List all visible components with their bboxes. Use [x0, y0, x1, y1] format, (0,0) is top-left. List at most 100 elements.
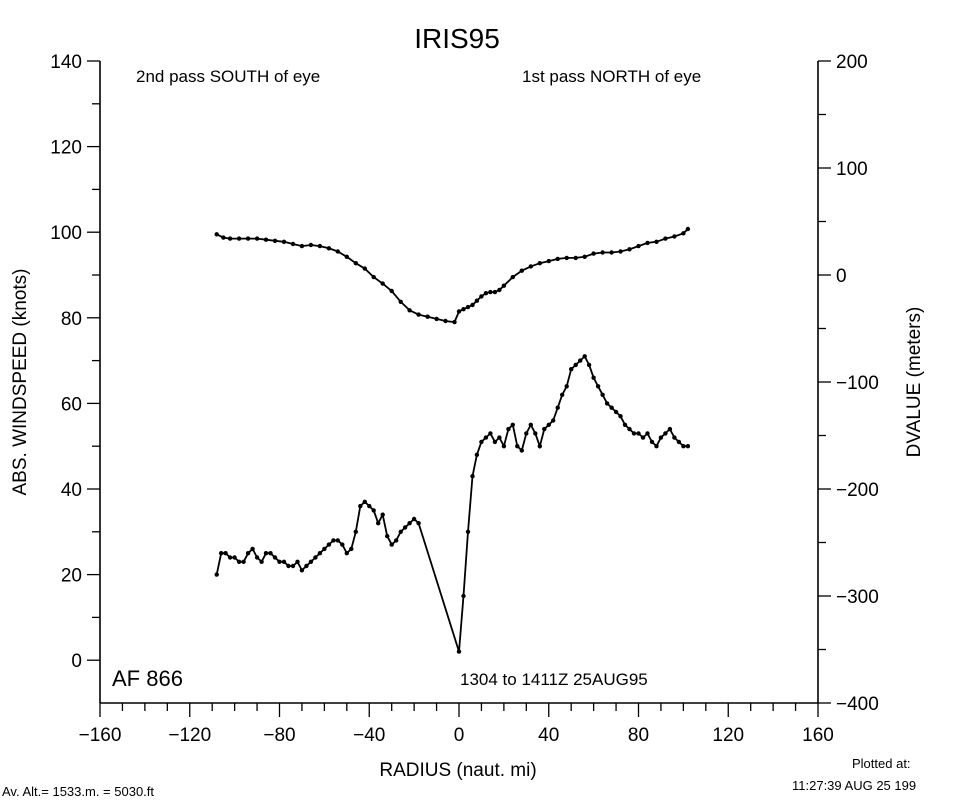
chart-title: IRIS95: [414, 23, 500, 54]
windspeed-point: [335, 538, 340, 543]
dvalue-point: [456, 309, 462, 314]
windspeed-point: [268, 551, 273, 556]
windspeed-point: [241, 559, 246, 564]
windspeed-point: [618, 414, 623, 419]
windspeed-point: [367, 503, 372, 509]
dvalue-point: [221, 235, 226, 240]
y2-tick-label: −400: [836, 694, 879, 715]
annotation-time: 1304 to 1411Z 25AUG95: [460, 670, 648, 689]
windspeed-point: [362, 499, 367, 504]
windspeed-point: [227, 555, 233, 560]
windspeed-point: [649, 439, 655, 445]
axes: −160 −120 −80 −40 0 40 80 120 160020406080100120…: [50, 52, 879, 746]
x-tick-label: 80: [628, 725, 649, 746]
dvalue-point: [672, 234, 677, 239]
windspeed-point: [313, 555, 318, 560]
windspeed-point: [326, 542, 332, 547]
windspeed-point: [551, 418, 556, 423]
dvalue-point: [416, 312, 421, 317]
windspeed-point: [295, 559, 300, 564]
dvalue-point: [245, 236, 251, 241]
windspeed-point: [622, 422, 628, 427]
dvalue-point: [488, 289, 493, 295]
windspeed-point: [492, 439, 498, 445]
dvalue-point: [537, 261, 542, 266]
windspeed-point: [380, 512, 385, 517]
dvalue-point: [362, 266, 367, 271]
annotation-flight: AF 866: [112, 666, 183, 691]
windspeed-point: [465, 529, 471, 534]
windspeed-point: [389, 542, 394, 547]
y2-tick-label: −300: [836, 587, 879, 608]
windspeed-point: [385, 533, 390, 539]
dvalue-point: [263, 237, 269, 242]
dvalue-point: [600, 250, 605, 255]
windspeed-point: [219, 551, 224, 556]
dvalue-point: [501, 283, 507, 288]
windspeed-point: [663, 431, 668, 436]
windspeed-point: [358, 503, 363, 509]
dvalue-point: [636, 243, 641, 249]
dvalue-point: [335, 249, 340, 254]
altitude-note: Av. Alt.= 1533.m. = 5030.ft: [2, 784, 155, 799]
y2-tick-label: 0: [836, 266, 847, 287]
windspeed-point: [515, 444, 520, 449]
dvalue-point: [627, 247, 632, 252]
windspeed-point: [595, 384, 601, 389]
dvalue-point: [214, 232, 219, 237]
windspeed-point: [542, 426, 547, 432]
x-tick-label: −80: [263, 725, 295, 746]
y-tick-label: 20: [61, 566, 82, 587]
windspeed-point: [600, 392, 605, 397]
dvalue-point: [654, 239, 659, 244]
windspeed-point: [640, 435, 646, 440]
windspeed-point: [654, 444, 659, 449]
windspeed-point: [407, 521, 412, 526]
windspeed-point: [586, 362, 592, 368]
windspeed-point: [259, 559, 264, 564]
y-tick-label: 140: [50, 52, 82, 73]
windspeed-point: [658, 435, 664, 440]
y-tick-label: 0: [71, 651, 82, 672]
dvalue-point: [344, 254, 349, 259]
windspeed-point: [537, 444, 542, 449]
windspeed-point: [578, 358, 583, 363]
windspeed-point: [304, 563, 309, 569]
windspeed-point: [290, 563, 296, 569]
dvalue-point: [434, 316, 439, 322]
dvalue-point: [519, 268, 524, 273]
dvalue-point: [663, 236, 668, 241]
dvalue-point: [528, 264, 533, 269]
windspeed-point: [250, 546, 255, 552]
windspeed-point: [573, 362, 578, 368]
dvalue-point: [317, 243, 323, 249]
windspeed-point: [277, 559, 282, 564]
windspeed-point: [353, 529, 358, 534]
windspeed-point: [672, 435, 677, 440]
dvalue-point: [425, 314, 430, 319]
dvalue-point: [380, 281, 385, 286]
windspeed-point: [564, 384, 569, 389]
windspeed-point: [488, 431, 493, 436]
windspeed-point: [483, 435, 489, 440]
windspeed-point: [645, 431, 650, 436]
y-tick-label: 100: [50, 223, 82, 244]
dvalue-point: [326, 246, 332, 251]
dvalue-point: [609, 250, 614, 255]
dvalue-point: [461, 307, 466, 312]
dvalue-point: [582, 254, 587, 259]
dvalue-point: [353, 261, 358, 266]
windspeed-point: [317, 551, 323, 556]
dvalue-point: [555, 256, 560, 262]
windspeed-point: [223, 551, 228, 556]
windspeed-point: [474, 452, 480, 457]
x-tick-label: −40: [353, 725, 385, 746]
windspeed-point: [524, 431, 529, 436]
dvalue-point: [371, 274, 376, 280]
dvalue-point: [443, 318, 448, 324]
dvalue-point: [681, 231, 686, 236]
windspeed-point: [681, 444, 686, 449]
windspeed-point: [340, 542, 345, 547]
windspeed-point: [613, 409, 619, 415]
windspeed-point: [591, 375, 596, 380]
